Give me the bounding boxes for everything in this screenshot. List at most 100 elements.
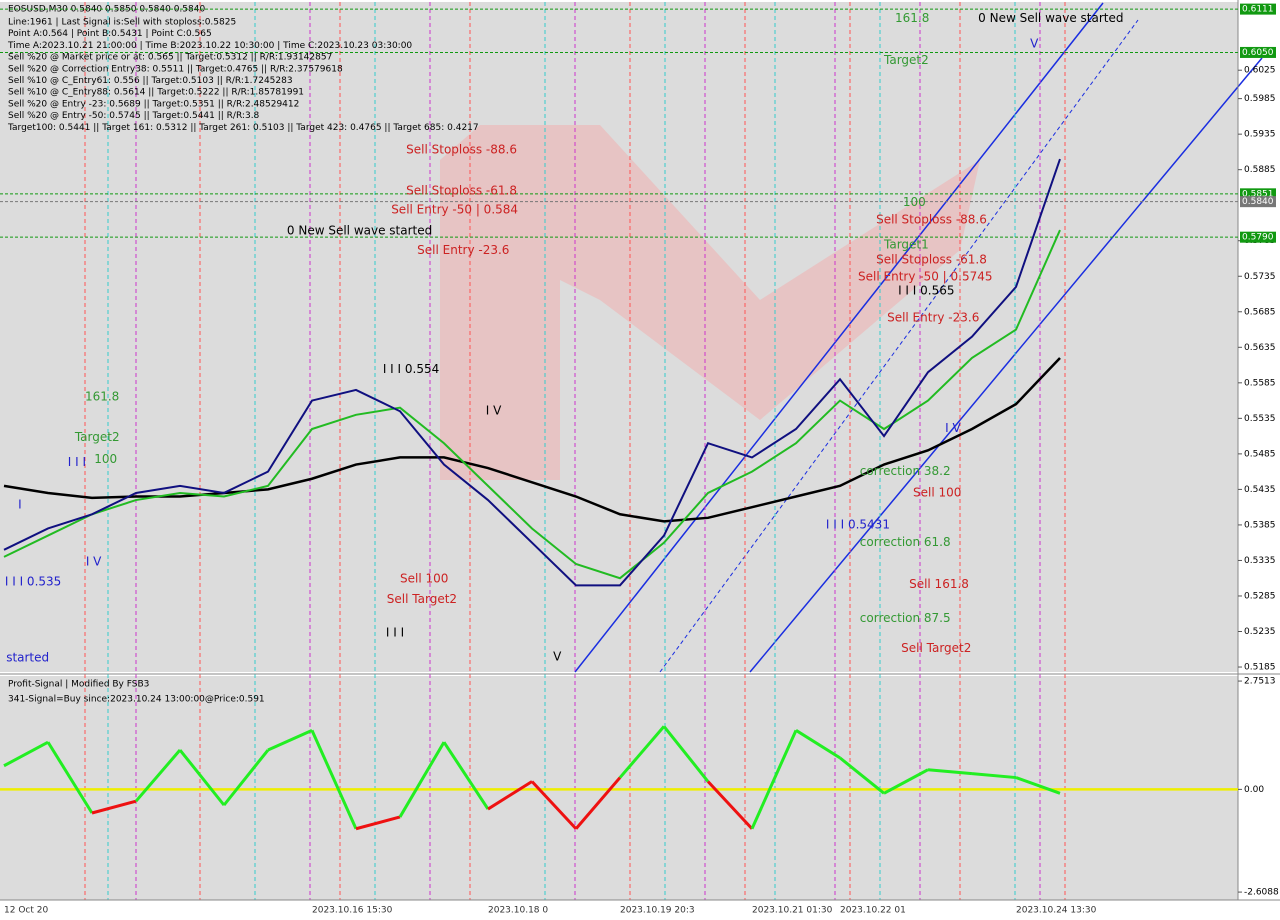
- y-tick-label: 2.7513: [1244, 677, 1276, 687]
- annotation: 161.8: [895, 11, 929, 25]
- annotation: Target2: [883, 53, 929, 67]
- oscillator-pane: [0, 676, 1238, 900]
- info-line: Time A:2023.10.21 21:00:00 | Time B:2023…: [7, 41, 412, 51]
- level-box: [1240, 46, 1276, 58]
- signal-segment: [618, 725, 666, 779]
- info-line: Sell %20 @ Entry -23: 0.5689 || Target:0…: [8, 99, 299, 109]
- y-tick-label: 0.00: [1244, 785, 1264, 795]
- level-label: 0.5790: [1242, 233, 1274, 243]
- annotation: 100: [903, 195, 926, 209]
- x-tick-label: 2023.10.24 13:30: [1016, 906, 1097, 916]
- signal-segment: [487, 780, 533, 811]
- y-tick-label: 0.5485: [1244, 449, 1276, 459]
- signal-segment: [883, 768, 929, 795]
- signal-segment: [574, 776, 622, 830]
- level-label: 0.6111: [1242, 5, 1274, 15]
- annotation: correction 87.5: [860, 611, 951, 625]
- level-label: 0.5840: [1242, 197, 1274, 207]
- level-box: [1240, 231, 1276, 243]
- main-pane: [0, 2, 1238, 672]
- y-tick-label: 0.5985: [1244, 94, 1276, 104]
- annotation: I I I: [386, 625, 404, 639]
- signal-segment: [706, 780, 754, 830]
- annotation: I I I 0.535: [5, 574, 61, 588]
- decoration: [84, 2, 1263, 900]
- annotation: I V: [86, 554, 102, 568]
- annotation: 0 New Sell wave started: [978, 11, 1123, 25]
- signal-segment: [267, 728, 313, 752]
- signal-segment: [750, 729, 798, 830]
- annotation: Target1: [883, 237, 929, 251]
- signal-segment: [134, 749, 182, 803]
- x-tick-label: 2023.10.18 0: [488, 906, 548, 916]
- signal-segment: [178, 749, 226, 807]
- signal-segment: [310, 729, 358, 830]
- annotation: I V: [486, 404, 502, 418]
- annotation: Sell Target2: [901, 641, 971, 655]
- annotation: Sell Stoploss -61.8: [876, 252, 987, 266]
- signal-segment: [927, 768, 973, 776]
- annotation: Target2: [74, 430, 120, 444]
- annotation: 0 New Sell wave started: [287, 223, 432, 237]
- annotation: Sell 161.8: [909, 577, 969, 591]
- level-label: 0.5851: [1242, 189, 1274, 199]
- info-line: Sell %20 @ Correction Entry38: 0.5511 ||…: [8, 64, 343, 74]
- level-label: 0.6050: [1242, 48, 1274, 58]
- signal-segment: [222, 749, 270, 807]
- level-box: [1240, 188, 1276, 200]
- moving-average: [3, 357, 1061, 523]
- annotation: I I I 0.554: [383, 362, 439, 376]
- annotation: Sell Entry -23.6: [887, 311, 979, 325]
- info-line: Point A:0.564 | Point B:0.5431 | Point C…: [8, 29, 212, 39]
- y-tick-label: 0.5735: [1244, 272, 1276, 282]
- level-box: [1240, 3, 1276, 15]
- oscillator-subtitle: 341-Signal=Buy since:2023.10.24 13:00:00…: [8, 695, 265, 705]
- info-line: Sell %20 @ Entry -50: 0.5745 || Target:0…: [8, 111, 260, 121]
- annotation: Sell Stoploss -88.6: [406, 142, 517, 156]
- y-tick-label: 0.5685: [1244, 307, 1276, 317]
- annotation: I I I 0.565: [898, 284, 954, 298]
- y-tick-label: -2.6088: [1244, 888, 1279, 898]
- signal-segment: [355, 815, 401, 831]
- annotation: correction 61.8: [860, 535, 951, 549]
- annotation: I V: [945, 421, 961, 435]
- annotation: I: [18, 498, 22, 512]
- signal-segment: [398, 741, 446, 818]
- y-tick-label: 0.5435: [1244, 485, 1276, 495]
- x-tick-label: 2023.10.22 01: [840, 906, 906, 916]
- x-tick-label: 2023.10.16 15:30: [312, 906, 393, 916]
- signal-segment: [795, 729, 841, 760]
- annotation: Sell Entry -23.6: [417, 243, 509, 257]
- signal-segment: [839, 756, 885, 795]
- y-tick-label: 0.6025: [1244, 66, 1276, 76]
- info-line: Sell %10 @ C_Entry61: 0.556 || Target:0.…: [8, 76, 293, 86]
- info-line: Sell %10 @ C_Entry88: 0.5614 || Target:0…: [8, 88, 304, 98]
- annotation: Sell Target2: [387, 592, 457, 606]
- signal-segment: [530, 780, 578, 830]
- y-tick-label: 0.5335: [1244, 556, 1276, 566]
- y-tick-label: 0.5385: [1244, 520, 1276, 530]
- annotation: V: [553, 650, 562, 664]
- annotation: I I I: [68, 455, 86, 469]
- y-tick-label: 0.5235: [1244, 627, 1276, 637]
- annotation: Sell Stoploss -61.8: [406, 183, 517, 197]
- annotation: V: [1030, 36, 1039, 50]
- x-tick-label: 2023.10.19 20:3: [620, 906, 695, 916]
- y-tick-label: 0.5585: [1244, 378, 1276, 388]
- y-tick-label: 0.5535: [1244, 414, 1276, 424]
- y-tick-label: 0.5635: [1244, 343, 1276, 353]
- y-tick-label: 0.5285: [1244, 591, 1276, 601]
- signal-segment: [442, 741, 490, 810]
- info-line: Line:1961 | Last Signal is:Sell with sto…: [8, 18, 236, 28]
- channel-line: [659, 19, 1139, 673]
- x-tick-label: 2023.10.21 01:30: [752, 906, 833, 916]
- annotation: started: [6, 650, 49, 664]
- x-tick-label: 12 Oct 20: [4, 906, 48, 916]
- y-tick-label: 0.5185: [1244, 663, 1276, 673]
- y-tick-label: 0.5935: [1244, 130, 1276, 140]
- annotation: Sell 100: [913, 485, 961, 499]
- info-line: Sell %20 @ Market price or at: 0.565 || …: [8, 53, 332, 63]
- annotation: I I I 0.5431: [826, 517, 890, 531]
- annotation: 100: [94, 452, 117, 466]
- annotation: 161.8: [85, 390, 119, 404]
